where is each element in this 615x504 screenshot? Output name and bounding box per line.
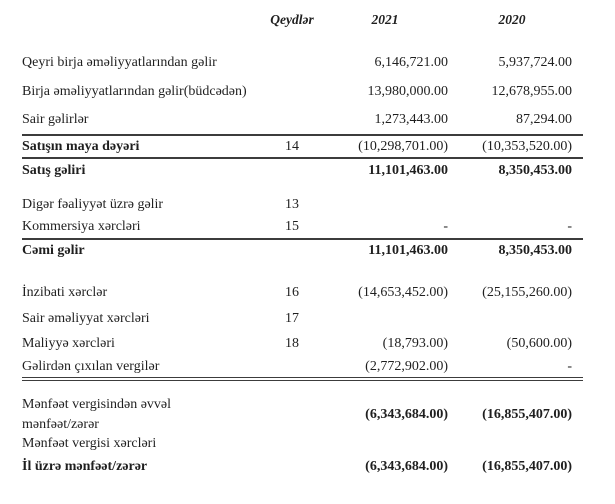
table-row: Qeyri birja əməliyyatlarından gəlir 6,14…: [22, 48, 583, 77]
table-row: Birja əməliyyatlarından gəlir(büdcədən) …: [22, 77, 583, 106]
row-label-cell: Satışın maya dəyəri: [22, 134, 262, 158]
row-value-2020-cell: (10,353,520.00): [452, 134, 583, 158]
row-value-2021-cell: 1,273,443.00: [374, 112, 449, 127]
table-row: İl üzrə mənfəət/zərər (6,343,684.00) (16…: [22, 454, 583, 480]
table-row: Kommersiya xərcləri 15 - -: [22, 216, 583, 239]
row-value-2020-cell: [452, 434, 583, 454]
table-row: Sair əməliyyat xərcləri 17: [22, 306, 583, 332]
row-value-2020-cell: 5,937,724.00: [498, 54, 573, 70]
row-label-cell: Qeyri birja əməliyyatlarından gəlir: [22, 54, 217, 70]
row-value-2020-cell: (16,855,407.00): [482, 459, 572, 475]
row-value-2020-cell: -: [567, 219, 572, 234]
row-label-cell: Birja əməliyyatlarından gəlir(büdcədən): [22, 83, 247, 99]
row-value-2021-cell: 11,101,463.00: [322, 157, 452, 183]
row-label-cell: Sair gəlirlər: [22, 112, 89, 127]
row-note-cell: 14: [262, 134, 322, 158]
row-label-text: Mənfəət vergisindən əvvəl mənfəət/zərər: [22, 397, 172, 432]
table-row: Cəmi gəlir 11,101,463.00 8,350,453.00: [22, 238, 583, 262]
row-value-2021-cell: 13,980,000.00: [367, 83, 449, 99]
row-value-2021-cell: (18,793.00): [382, 336, 448, 351]
row-value-2020-cell: 8,350,453.00: [452, 157, 583, 183]
row-note-cell: [262, 356, 322, 381]
row-label-cell: Maliyyə xərcləri: [22, 336, 115, 351]
row-note-cell: 18: [285, 336, 299, 351]
row-value-2020-cell: 87,294.00: [516, 112, 572, 127]
row-label-cell: İnzibati xərclər: [22, 285, 108, 300]
row-value-2021-cell: (2,772,902.00): [322, 356, 452, 381]
row-value-2021-cell: -: [443, 219, 448, 234]
row-note-cell: 16: [285, 285, 299, 300]
table-row: Gəlirdən çıxılan vergilər (2,772,902.00)…: [22, 356, 583, 381]
row-value-2020-cell: [452, 193, 583, 216]
table-row: Mənfəət vergisi xərcləri: [22, 434, 583, 454]
row-value-2021-cell: [322, 306, 452, 332]
row-value-2021-cell: [322, 434, 452, 454]
income-statement-table: Qeydlər 2021 2020 Qeyri birja əməliyyatl…: [22, 8, 583, 480]
row-note-cell: [262, 454, 322, 480]
row-value-2020-cell: (50,600.00): [506, 336, 572, 351]
row-label-cell: Mənfəət vergisindən əvvəl mənfəət/zərər: [22, 395, 262, 434]
row-value-2020-cell: [452, 306, 583, 332]
row-note-cell: 13: [285, 196, 299, 212]
row-note-cell: 17: [285, 311, 299, 326]
row-label-cell: Sair əməliyyat xərcləri: [22, 311, 150, 326]
row-note-cell: [262, 157, 322, 183]
row-value-2020-cell: -: [452, 356, 583, 381]
row-value-2021-cell: (14,653,452.00): [358, 285, 448, 300]
row-label-cell: İl üzrə mənfəət/zərər: [22, 459, 148, 475]
table-row: Satış gəliri 11,101,463.00 8,350,453.00: [22, 157, 583, 183]
row-value-2020-cell: (25,155,260.00): [482, 285, 572, 300]
table-row: Maliyyə xərcləri 18 (18,793.00) (50,600.…: [22, 332, 583, 356]
row-note-cell: [262, 77, 322, 106]
row-label-cell: Satış gəliri: [22, 157, 262, 183]
table-row: İnzibati xərclər 16 (14,653,452.00) (25,…: [22, 280, 583, 306]
table-row: Mənfəət vergisindən əvvəl mənfəət/zərər …: [22, 395, 583, 434]
table-row: Digər fəaliyyət üzrə gəlir 13: [22, 193, 583, 216]
spacer-row: [22, 32, 583, 48]
table-row: Sair gəlirlər 1,273,443.00 87,294.00: [22, 106, 583, 135]
row-label-cell: Mənfəət vergisi xərcləri: [22, 436, 157, 452]
row-note-cell: 15: [285, 219, 299, 234]
row-note-cell: [262, 395, 322, 434]
row-label-cell: Gəlirdən çıxılan vergilər: [22, 356, 262, 381]
row-value-2020-cell: (16,855,407.00): [482, 406, 572, 422]
empty-header-cell: [22, 8, 262, 32]
spacer-row: [22, 262, 583, 280]
row-label-cell: Cəmi gəlir: [22, 238, 262, 262]
row-value-2021-cell: (6,343,684.00): [365, 459, 448, 475]
row-label-cell: Digər fəaliyyət üzrə gəlir: [22, 196, 164, 212]
row-note-cell: [262, 106, 322, 135]
row-value-2021-cell: 11,101,463.00: [322, 238, 452, 262]
row-value-2020-cell: 12,678,955.00: [491, 83, 573, 99]
spacer-row: [22, 379, 583, 395]
row-note-cell: [262, 434, 322, 454]
row-note-cell: [262, 48, 322, 77]
spacer-row: [22, 183, 583, 193]
row-value-2021-cell: (10,298,701.00): [322, 134, 452, 158]
table-row: Satışın maya dəyəri 14 (10,298,701.00) (…: [22, 134, 583, 158]
year-2020-column-header: 2020: [498, 12, 526, 27]
row-value-2021-cell: 6,146,721.00: [374, 54, 449, 70]
row-value-2020-cell: 8,350,453.00: [452, 238, 583, 262]
row-value-2021-cell: [322, 193, 452, 216]
header-row: Qeydlər 2021 2020: [22, 8, 583, 32]
row-note-cell: [262, 238, 322, 262]
row-value-2021-cell: (6,343,684.00): [365, 406, 448, 422]
notes-column-header: Qeydlər: [270, 12, 314, 27]
row-label-cell: Kommersiya xərcləri: [22, 219, 141, 234]
year-2021-column-header: 2021: [371, 12, 399, 27]
